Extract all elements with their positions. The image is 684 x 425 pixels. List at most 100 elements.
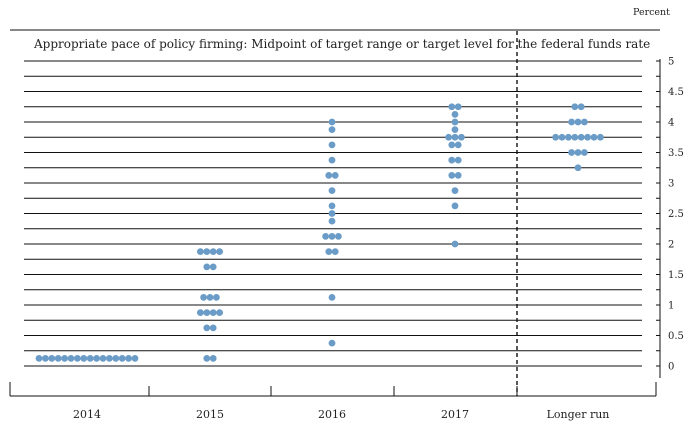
data-dot — [571, 133, 579, 141]
data-dot — [328, 156, 336, 164]
data-dot — [335, 232, 342, 240]
data-dot — [106, 354, 113, 362]
data-dot — [331, 171, 339, 179]
data-dot — [451, 110, 459, 118]
data-dot — [325, 248, 333, 256]
data-dot — [565, 133, 572, 141]
data-dot — [581, 118, 588, 126]
data-dot — [209, 324, 217, 332]
data-dot — [584, 133, 591, 141]
data-dot — [454, 171, 462, 179]
data-dot — [99, 354, 107, 362]
unit-label: Percent — [633, 7, 670, 18]
data-dot — [209, 354, 217, 362]
data-dot — [197, 248, 204, 256]
data-dot — [552, 133, 559, 141]
data-dot — [448, 141, 456, 149]
data-dot — [200, 293, 208, 301]
data-dot — [454, 156, 462, 164]
y-tick-label: 1 — [668, 301, 674, 312]
data-dot — [590, 133, 598, 141]
data-dot — [451, 240, 459, 248]
data-dot — [118, 354, 126, 362]
data-dot — [328, 141, 336, 149]
data-dot — [42, 354, 49, 362]
x-category-label: 2014 — [73, 408, 101, 421]
data-dot — [54, 354, 62, 362]
data-dot — [577, 103, 585, 111]
data-dot — [209, 248, 217, 256]
data-dot — [125, 354, 132, 362]
data-dot — [451, 202, 459, 210]
data-dot — [48, 354, 56, 362]
y-tick-label: 5 — [668, 57, 674, 68]
data-dot — [454, 103, 462, 111]
data-dot — [328, 217, 336, 225]
data-dot — [454, 141, 462, 149]
data-dot — [112, 354, 120, 362]
data-dot — [568, 118, 575, 126]
data-dot — [67, 354, 75, 362]
data-dot — [203, 354, 211, 362]
data-dot — [209, 263, 217, 271]
data-dot — [213, 293, 220, 301]
data-dot — [577, 133, 585, 141]
y-tick-label: 4 — [668, 118, 674, 129]
y-tick-label: 2 — [668, 240, 674, 251]
data-dot — [216, 309, 224, 317]
data-dot — [574, 118, 582, 126]
data-dot — [74, 354, 81, 362]
data-dot — [451, 133, 459, 141]
data-dot — [574, 164, 582, 172]
data-dot — [458, 133, 465, 141]
data-dot — [93, 354, 100, 362]
x-category-label: 2016 — [318, 408, 346, 421]
y-tick-label: 2.5 — [668, 209, 684, 220]
data-dot — [445, 133, 452, 141]
data-dot — [61, 354, 68, 362]
data-dot — [558, 133, 566, 141]
x-axis: 2014 2015 2016 2017 Longer run — [9, 31, 657, 421]
data-dot — [328, 202, 336, 210]
chart-title: Appropriate pace of policy firming: Midp… — [33, 37, 650, 51]
data-dot — [328, 210, 336, 217]
data-dot — [568, 149, 575, 156]
data-dot — [86, 354, 94, 362]
data-dot — [328, 339, 336, 347]
data-dots — [35, 103, 604, 362]
y-tick-label: 0 — [668, 362, 674, 373]
data-dot — [80, 354, 88, 362]
y-tick-label: 1.5 — [668, 270, 684, 281]
data-dot — [448, 156, 456, 164]
data-dot — [203, 309, 211, 317]
data-dot — [322, 232, 329, 240]
data-dot — [35, 354, 43, 362]
data-dot — [197, 309, 204, 317]
data-dot — [203, 248, 211, 256]
data-dot — [574, 149, 582, 156]
data-dot — [451, 126, 459, 134]
data-dot — [209, 309, 217, 317]
data-dot — [331, 248, 339, 256]
data-dot — [328, 293, 336, 301]
data-dot — [328, 118, 336, 126]
data-dot — [206, 293, 214, 301]
gridlines — [24, 59, 661, 378]
y-axis-ticks: 0 0.5 1 1.5 2 2.5 3 3.5 4 4.5 5 — [668, 57, 684, 373]
data-dot — [203, 324, 211, 332]
data-dot — [203, 263, 211, 271]
data-dot — [571, 103, 579, 111]
data-dot — [597, 133, 604, 141]
data-dot — [451, 187, 459, 195]
data-dot — [448, 171, 456, 179]
data-dot — [216, 248, 224, 256]
data-dot — [328, 187, 336, 195]
y-tick-label: 4.5 — [668, 87, 684, 98]
data-dot — [581, 149, 588, 156]
data-dot — [448, 103, 456, 111]
y-tick-label: 0.5 — [668, 331, 684, 342]
y-tick-label: 3.5 — [668, 148, 684, 159]
data-dot — [328, 126, 336, 134]
data-dot — [131, 354, 139, 362]
